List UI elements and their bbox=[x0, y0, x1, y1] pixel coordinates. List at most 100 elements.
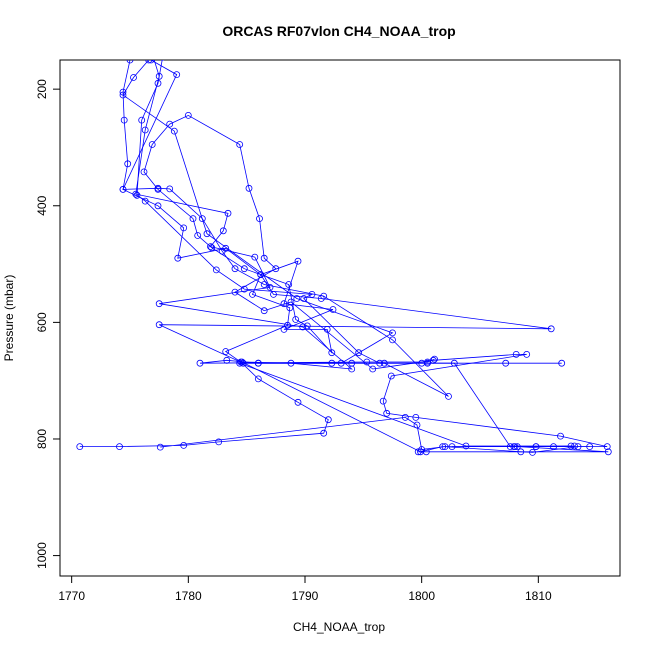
data-point bbox=[155, 300, 163, 308]
data-point bbox=[138, 116, 146, 124]
data-point bbox=[260, 281, 268, 288]
data-point bbox=[294, 257, 302, 265]
series-line bbox=[122, 60, 435, 364]
data-point bbox=[260, 254, 268, 262]
data-point bbox=[529, 448, 536, 456]
data-point bbox=[557, 432, 564, 440]
data-point bbox=[124, 160, 132, 168]
data-point bbox=[212, 266, 220, 274]
data-point bbox=[506, 443, 514, 451]
data-point bbox=[299, 323, 307, 331]
data-point bbox=[218, 247, 226, 255]
data-point bbox=[286, 304, 294, 312]
data-point bbox=[180, 441, 188, 449]
data-point bbox=[424, 359, 431, 367]
data-point bbox=[558, 359, 566, 367]
series-5 bbox=[132, 60, 578, 456]
y-tick-label: 1000 bbox=[35, 542, 49, 569]
data-point bbox=[236, 141, 244, 148]
data-point bbox=[363, 358, 371, 366]
data-point bbox=[222, 348, 230, 355]
x-axis: 1770 1780 1790 1800 1810 bbox=[58, 576, 552, 603]
data-point bbox=[320, 292, 328, 300]
data-point bbox=[270, 290, 277, 298]
y-tick-label: 400 bbox=[35, 195, 49, 215]
data-point bbox=[215, 438, 223, 446]
data-point bbox=[148, 141, 156, 148]
data-point bbox=[140, 168, 148, 176]
data-point bbox=[147, 60, 155, 64]
data-point bbox=[379, 397, 387, 405]
data-point bbox=[173, 71, 181, 78]
x-tick-label: 1790 bbox=[292, 589, 319, 603]
series-6 bbox=[133, 60, 612, 456]
data-point bbox=[348, 365, 356, 373]
data-point bbox=[254, 359, 262, 367]
series-1 bbox=[76, 112, 611, 456]
series-line bbox=[136, 60, 609, 453]
data-point bbox=[207, 243, 214, 251]
data-point bbox=[166, 120, 174, 128]
data-point bbox=[145, 60, 153, 64]
data-point bbox=[586, 443, 594, 451]
data-point bbox=[376, 359, 384, 367]
data-point bbox=[76, 443, 84, 451]
data-point bbox=[431, 355, 438, 363]
data-point bbox=[132, 190, 140, 198]
data-point bbox=[141, 126, 149, 134]
data-point bbox=[445, 392, 452, 400]
data-point bbox=[292, 316, 300, 323]
data-point bbox=[462, 442, 470, 450]
series-line bbox=[135, 60, 575, 453]
data-point bbox=[328, 349, 336, 357]
data-point bbox=[422, 448, 430, 456]
data-point bbox=[294, 398, 302, 406]
y-axis-label: Pressure (mbar) bbox=[2, 275, 16, 362]
data-point bbox=[154, 79, 162, 87]
data-point bbox=[272, 265, 280, 273]
data-point bbox=[280, 325, 288, 333]
x-tick-label: 1810 bbox=[525, 589, 552, 603]
data-point bbox=[238, 358, 246, 366]
data-point bbox=[256, 215, 263, 223]
data-point bbox=[502, 359, 510, 367]
data-point bbox=[523, 350, 531, 358]
data-point bbox=[116, 443, 123, 451]
data-point bbox=[254, 375, 262, 383]
series-line bbox=[122, 60, 562, 364]
data-point bbox=[355, 349, 363, 357]
data-point bbox=[249, 290, 256, 298]
data-point bbox=[155, 72, 163, 80]
data-point bbox=[251, 253, 259, 261]
data-point bbox=[196, 359, 204, 367]
data-point bbox=[285, 281, 293, 288]
data-point bbox=[184, 112, 192, 119]
data-point bbox=[513, 443, 521, 451]
data-point bbox=[450, 359, 458, 367]
data-point bbox=[323, 325, 331, 333]
data-point bbox=[194, 232, 202, 239]
data-point bbox=[174, 254, 182, 262]
data-point bbox=[571, 442, 578, 450]
series-line bbox=[122, 60, 590, 448]
data-point bbox=[180, 224, 188, 232]
y-tick-label: 600 bbox=[35, 312, 49, 332]
data-point bbox=[203, 230, 211, 238]
series-2 bbox=[119, 60, 566, 367]
data-point bbox=[170, 127, 178, 135]
data-point bbox=[383, 409, 391, 417]
data-point bbox=[240, 265, 248, 273]
x-tick-label: 1800 bbox=[408, 589, 435, 603]
data-point bbox=[603, 443, 611, 451]
data-point bbox=[245, 184, 253, 192]
series-layer bbox=[76, 60, 612, 456]
data-point bbox=[550, 443, 557, 451]
data-point bbox=[156, 443, 164, 451]
data-point bbox=[547, 325, 555, 333]
data-point bbox=[151, 60, 156, 61]
data-point bbox=[155, 321, 163, 329]
data-point bbox=[387, 372, 395, 380]
plot-area bbox=[76, 60, 612, 456]
data-point bbox=[223, 356, 231, 364]
